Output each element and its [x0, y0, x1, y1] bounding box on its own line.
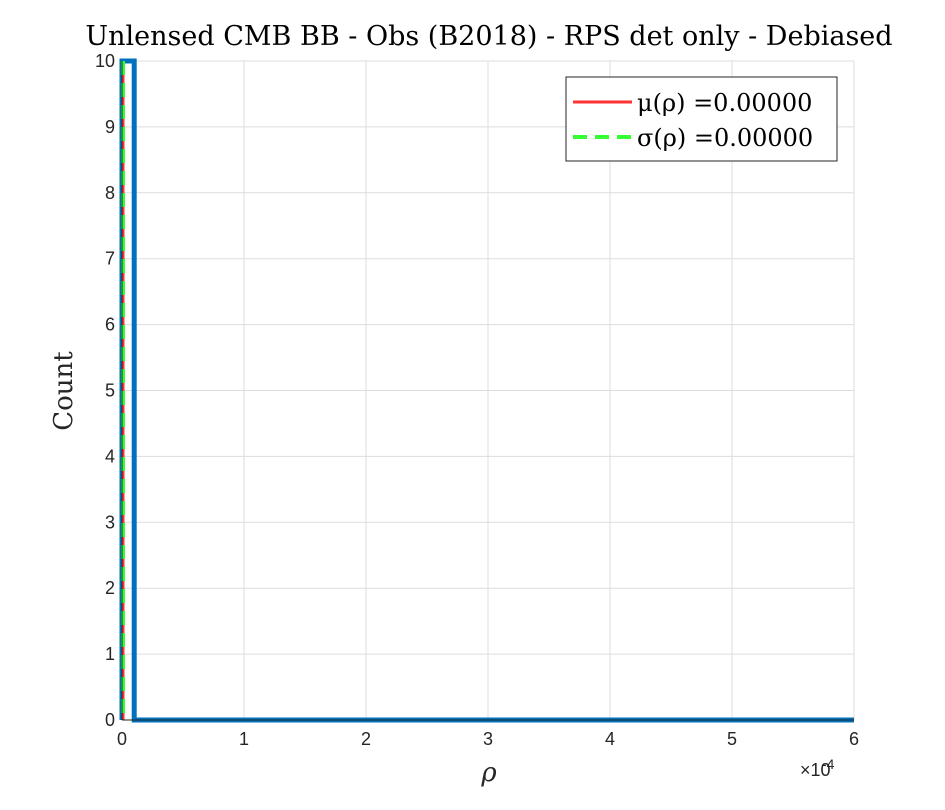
x-exponent-base: ×10	[800, 760, 831, 780]
y-axis-label: Count	[49, 351, 79, 431]
y-tick-label: 7	[105, 249, 115, 269]
y-tick-label: 6	[105, 315, 115, 335]
y-tick-label: 9	[105, 117, 115, 137]
y-tick-label: 5	[105, 381, 115, 401]
x-axis-label: ρ	[480, 758, 497, 788]
y-tick-label: 4	[105, 446, 115, 466]
x-tick-label: 4	[605, 729, 615, 749]
tick-labels: 0 1 2 3 4 5 6 0 1 2 3 4 5 6 7 8 9 10	[95, 51, 859, 749]
x-exponent-power: -4	[822, 756, 835, 772]
y-tick-label: 2	[105, 578, 115, 598]
legend-box	[565, 76, 838, 162]
y-tick-label: 1	[105, 644, 115, 664]
y-tick-label: 3	[105, 512, 115, 532]
grid	[121, 60, 855, 721]
y-tick-label: 8	[105, 183, 115, 203]
x-tick-label: 3	[483, 729, 493, 749]
x-tick-label: 0	[117, 729, 127, 749]
x-tick-label: 1	[239, 729, 249, 749]
legend-sigma-label: σ(ρ) =0.00000	[637, 124, 813, 152]
x-tick-label: 6	[849, 729, 859, 749]
x-tick-label: 2	[361, 729, 371, 749]
chart-title: Unlensed CMB BB - Obs (B2018) - RPS det …	[85, 21, 892, 52]
x-tick-label: 5	[727, 729, 737, 749]
legend: μ(ρ) =0.00000 σ(ρ) =0.00000	[565, 76, 838, 162]
y-tick-label: 0	[105, 710, 115, 730]
x-axis-exponent: ×10 -4	[800, 756, 835, 780]
axes	[121, 61, 854, 721]
y-tick-label: 10	[95, 51, 115, 71]
legend-mean-label: μ(ρ) =0.00000	[637, 89, 812, 117]
